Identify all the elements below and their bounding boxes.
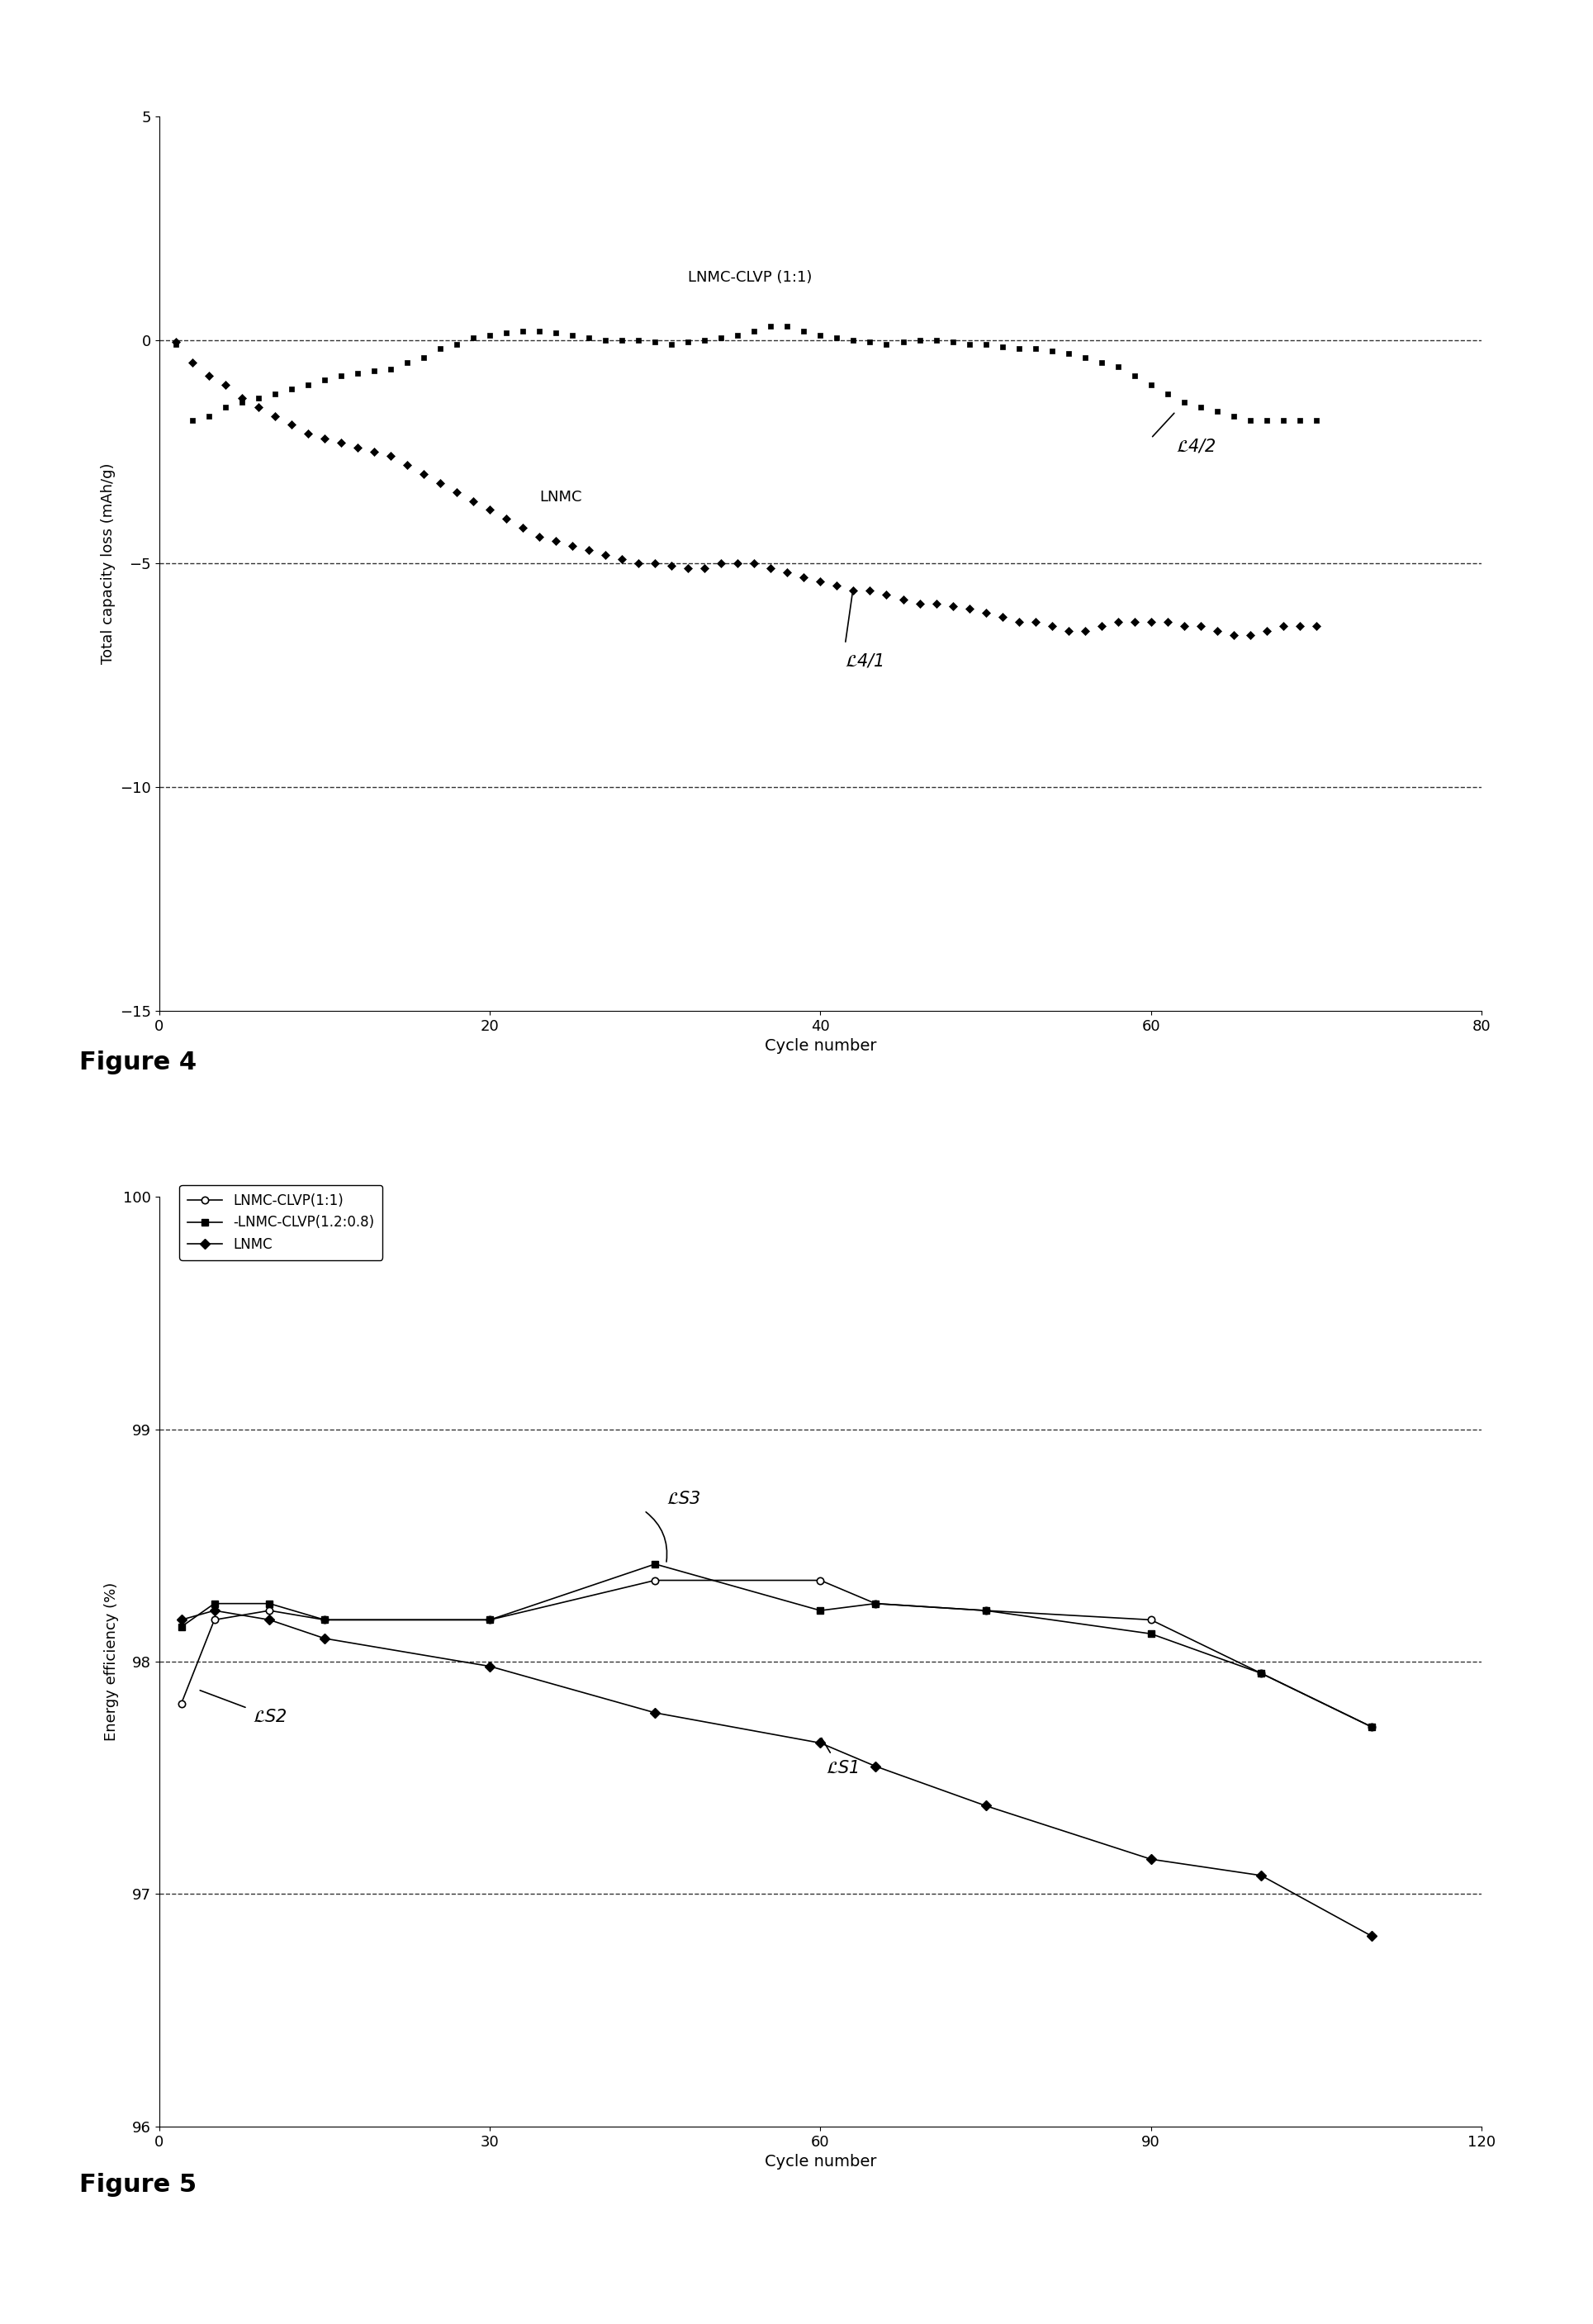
Line: LNMC-CLVP(1:1): LNMC-CLVP(1:1) <box>178 1578 1375 1729</box>
Text: $\mathcal{L}$4/2: $\mathcal{L}$4/2 <box>1176 437 1215 456</box>
LNMC <box>645 1699 664 1727</box>
LNMC-CLVP(1:1) <box>315 1606 335 1634</box>
-LNMC-CLVP(1.2:0.8) <box>1362 1713 1381 1741</box>
Y-axis label: Total capacity loss (mAh/g): Total capacity loss (mAh/g) <box>100 462 115 665</box>
Text: Figure 5: Figure 5 <box>80 2173 198 2196</box>
LNMC <box>1252 1862 1271 1889</box>
Text: $\mathcal{L}$S3: $\mathcal{L}$S3 <box>666 1490 701 1506</box>
-LNMC-CLVP(1.2:0.8) <box>867 1590 886 1618</box>
-LNMC-CLVP(1.2:0.8) <box>1141 1620 1160 1648</box>
Text: $\mathcal{L}$S1: $\mathcal{L}$S1 <box>825 1759 859 1776</box>
LNMC <box>479 1652 499 1680</box>
LNMC-CLVP(1:1) <box>1362 1713 1381 1741</box>
LNMC-CLVP(1:1) <box>977 1597 996 1624</box>
Line: -LNMC-CLVP(1.2:0.8): -LNMC-CLVP(1.2:0.8) <box>178 1562 1375 1729</box>
X-axis label: Cycle number: Cycle number <box>765 1039 876 1055</box>
-LNMC-CLVP(1.2:0.8) <box>645 1550 664 1578</box>
LNMC <box>205 1597 225 1624</box>
LNMC <box>315 1624 335 1652</box>
-LNMC-CLVP(1.2:0.8) <box>811 1597 830 1624</box>
LNMC <box>811 1729 830 1757</box>
LNMC <box>260 1606 279 1634</box>
LNMC-CLVP(1:1) <box>1141 1606 1160 1634</box>
Text: $\mathcal{L}$S2: $\mathcal{L}$S2 <box>253 1708 287 1724</box>
-LNMC-CLVP(1.2:0.8) <box>172 1613 191 1641</box>
-LNMC-CLVP(1.2:0.8) <box>315 1606 335 1634</box>
-LNMC-CLVP(1.2:0.8) <box>260 1590 279 1618</box>
Text: LNMC-CLVP (1:1): LNMC-CLVP (1:1) <box>688 270 812 286</box>
LNMC-CLVP(1:1) <box>867 1590 886 1618</box>
LNMC <box>977 1792 996 1820</box>
Line: LNMC: LNMC <box>178 1608 1375 1938</box>
LNMC-CLVP(1:1) <box>645 1566 664 1594</box>
Text: Figure 4: Figure 4 <box>80 1050 198 1074</box>
LNMC-CLVP(1:1) <box>205 1606 225 1634</box>
Y-axis label: Energy efficiency (%): Energy efficiency (%) <box>104 1583 119 1741</box>
LNMC <box>867 1752 886 1780</box>
LNMC-CLVP(1:1) <box>1252 1659 1271 1687</box>
LNMC-CLVP(1:1) <box>811 1566 830 1594</box>
X-axis label: Cycle number: Cycle number <box>765 2154 876 2171</box>
Legend: LNMC-CLVP(1:1), -LNMC-CLVP(1.2:0.8), LNMC: LNMC-CLVP(1:1), -LNMC-CLVP(1.2:0.8), LNM… <box>180 1185 382 1260</box>
LNMC <box>1141 1845 1160 1873</box>
-LNMC-CLVP(1.2:0.8) <box>479 1606 499 1634</box>
Text: LNMC: LNMC <box>540 490 581 504</box>
-LNMC-CLVP(1.2:0.8) <box>1252 1659 1271 1687</box>
LNMC-CLVP(1:1) <box>172 1690 191 1717</box>
LNMC <box>172 1606 191 1634</box>
Text: $\mathcal{L}$4/1: $\mathcal{L}$4/1 <box>846 653 884 669</box>
-LNMC-CLVP(1.2:0.8) <box>977 1597 996 1624</box>
LNMC <box>1362 1922 1381 1950</box>
LNMC-CLVP(1:1) <box>479 1606 499 1634</box>
LNMC-CLVP(1:1) <box>260 1597 279 1624</box>
-LNMC-CLVP(1.2:0.8) <box>205 1590 225 1618</box>
